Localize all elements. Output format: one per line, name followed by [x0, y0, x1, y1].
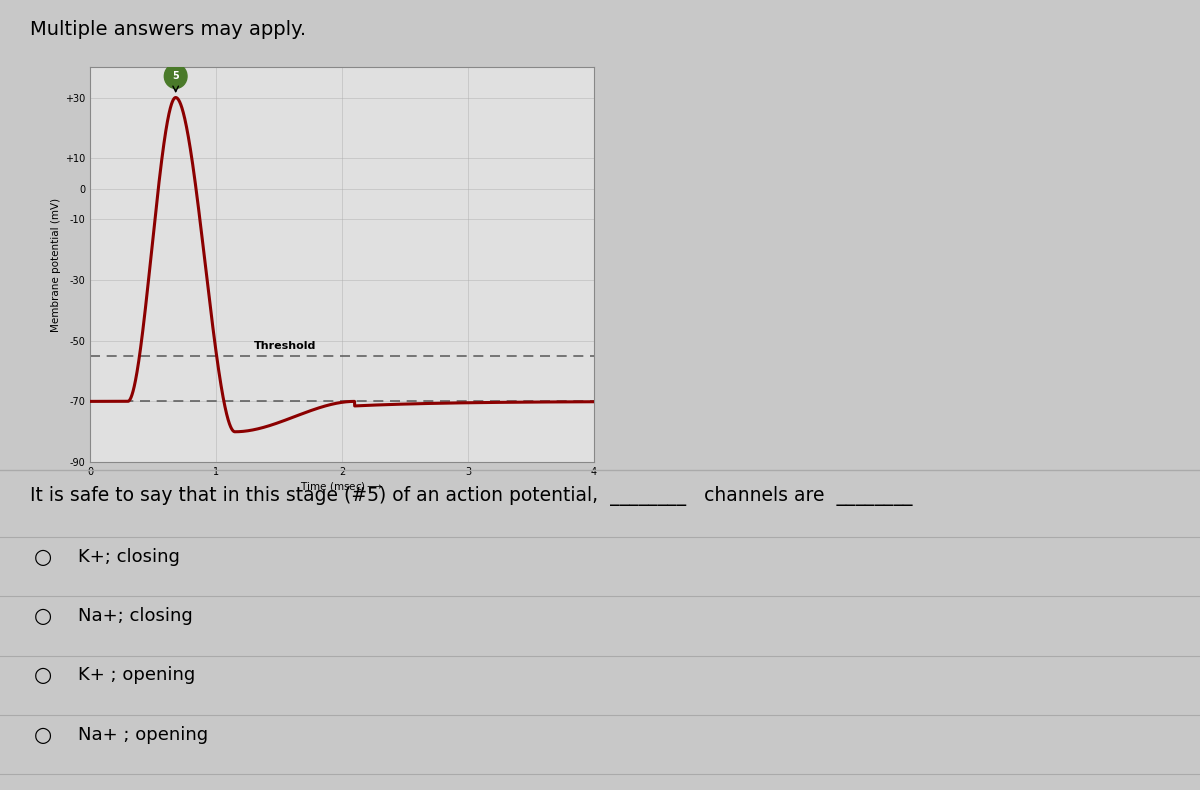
Text: Na+; closing: Na+; closing: [78, 608, 193, 625]
Text: ○: ○: [34, 606, 52, 626]
X-axis label: Time (msec)$\longrightarrow$: Time (msec)$\longrightarrow$: [300, 480, 384, 493]
Text: Na+ ; opening: Na+ ; opening: [78, 726, 208, 743]
Text: ○: ○: [34, 665, 52, 686]
Text: 5: 5: [173, 71, 179, 81]
Text: Threshold: Threshold: [254, 341, 316, 352]
Text: ○: ○: [34, 724, 52, 745]
Y-axis label: Membrane potential (mV): Membrane potential (mV): [50, 198, 61, 332]
Text: Multiple answers may apply.: Multiple answers may apply.: [30, 20, 306, 39]
Ellipse shape: [164, 64, 187, 88]
Text: It is safe to say that in this stage (#5) of an action potential,  ________   ch: It is safe to say that in this stage (#5…: [30, 486, 912, 506]
Text: K+ ; opening: K+ ; opening: [78, 667, 196, 684]
Text: K+; closing: K+; closing: [78, 548, 180, 566]
Text: ○: ○: [34, 547, 52, 567]
